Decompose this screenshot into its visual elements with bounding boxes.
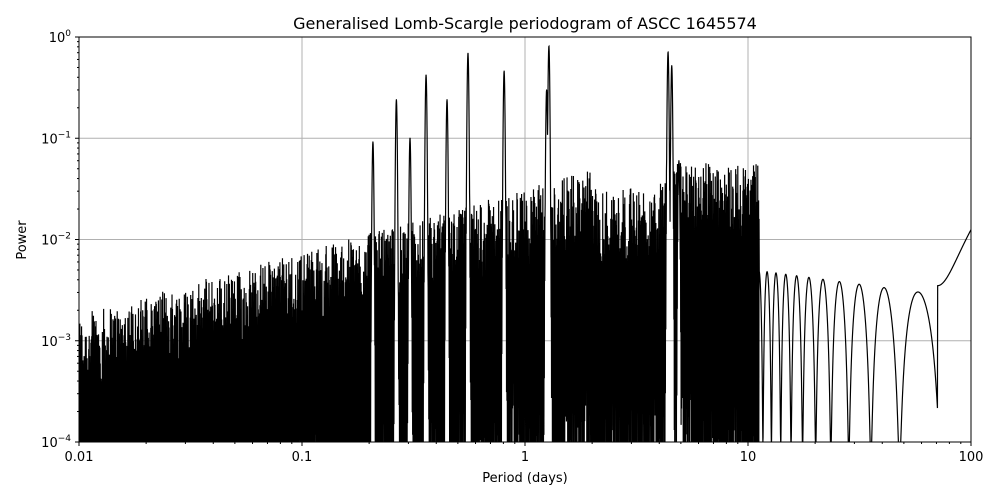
peak-point — [678, 160, 680, 162]
x-tick-label: 1 — [521, 450, 529, 465]
y-tick-label: 10−3 — [41, 333, 71, 350]
periodogram-line — [79, 44, 971, 442]
x-axis: 0.01 0.1 1 10 100 — [65, 442, 984, 465]
y-tick-label: 100 — [49, 29, 72, 46]
y-axis: 10−4 10−3 10−2 10−1 100 — [41, 29, 79, 451]
peak-point — [372, 141, 374, 143]
peak-point — [671, 65, 673, 67]
peak-point — [667, 51, 669, 53]
plot-area — [79, 44, 971, 442]
x-tick-label: 100 — [959, 450, 984, 465]
peak-point — [425, 74, 427, 76]
y-tick-label: 10−2 — [41, 232, 71, 249]
x-tick-label: 10 — [740, 450, 757, 465]
peak-point — [546, 89, 548, 91]
peak-point — [503, 70, 505, 72]
peak-point — [395, 99, 397, 101]
x-tick-label: 0.01 — [65, 450, 94, 465]
peak-point — [548, 45, 550, 47]
peak-point — [409, 137, 411, 139]
chart-title: Generalised Lomb-Scargle periodogram of … — [293, 14, 757, 33]
y-tick-label: 10−1 — [41, 130, 71, 147]
x-axis-label: Period (days) — [482, 471, 568, 486]
x-tick-label: 0.1 — [292, 450, 313, 465]
peak-point — [467, 52, 469, 54]
y-axis-label: Power — [15, 220, 30, 260]
y-tick-label: 10−4 — [41, 434, 71, 451]
peak-point — [446, 99, 448, 101]
